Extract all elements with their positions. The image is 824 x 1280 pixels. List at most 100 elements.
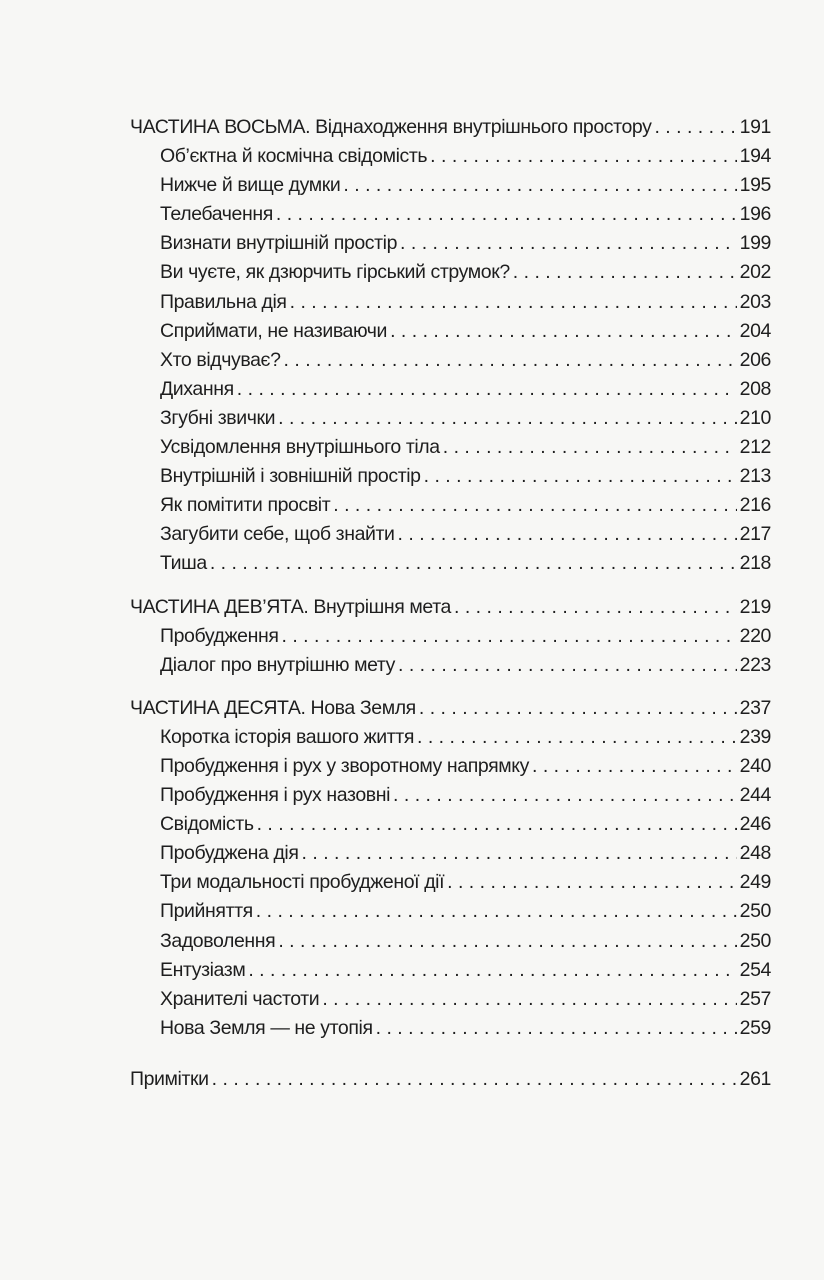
dot-leader [447, 871, 737, 894]
dot-leader [276, 203, 737, 226]
toc-entry[interactable]: Свідомість 246 [130, 813, 771, 842]
page-number: 248 [739, 842, 772, 865]
toc-entry[interactable]: Прийняття 250 [130, 900, 771, 929]
entry-title: Прийняття [160, 900, 253, 923]
toc-entry[interactable]: Задоволення 250 [130, 930, 771, 959]
toc-entry[interactable]: Пробудження і рух назовні 244 [130, 784, 771, 813]
dot-leader [278, 930, 736, 953]
entry-title: Загубити себе, щоб знайти [160, 523, 395, 546]
page-number: 208 [739, 377, 772, 400]
toc-entry[interactable]: Тиша 218 [130, 552, 771, 581]
dot-leader [290, 291, 737, 314]
page-number: 223 [739, 653, 772, 676]
entry-title: Як помітити просвіт [160, 494, 331, 517]
entry-title: Згубні звички [160, 406, 276, 429]
toc-entry[interactable]: Хто відчуває? 206 [130, 349, 771, 378]
dot-leader [400, 232, 737, 255]
entry-title: Сприймати, не називаючи [160, 319, 388, 342]
page-number: 218 [739, 552, 772, 575]
dot-leader [454, 596, 737, 619]
page-number: 202 [739, 261, 772, 284]
page-number: 191 [739, 116, 772, 138]
toc-entry[interactable]: Пробудження 220 [130, 625, 771, 654]
page-number: 212 [739, 436, 772, 459]
dot-leader [443, 436, 737, 459]
toc-entry[interactable]: Сприймати, не називаючи 204 [130, 320, 771, 349]
toc-entry[interactable]: Пробудження і рух у зворотному напрямку 2… [130, 755, 771, 784]
entry-title: Нижче й вище думки [160, 174, 341, 197]
part-label: ЧАСТИНА ДЕВ’ЯТА. [130, 595, 309, 618]
dot-leader [398, 523, 737, 546]
page-number: 259 [739, 1016, 772, 1039]
page-number: 261 [739, 1067, 772, 1090]
page-number: 250 [739, 929, 772, 952]
dot-leader [248, 959, 736, 982]
entry-title: Пробудження і рух у зворотному напрямку [160, 754, 529, 777]
toc-entry[interactable]: Ви чуєте, як дзюрчить гірський струмок? 2… [130, 261, 771, 290]
toc-entry[interactable]: Об’єктна й космічна свідомість 194 [130, 145, 771, 174]
dot-leader [390, 320, 737, 343]
part-heading[interactable]: ЧАСТИНА ВОСЬМА. Віднаходження внутрішньо… [130, 116, 771, 145]
notes-entry[interactable]: Примітки 261 [130, 1068, 771, 1097]
dot-leader [237, 378, 737, 401]
dot-leader [333, 494, 736, 517]
entry-title: ЧАСТИНА ВОСЬМА. Віднаходження внутрішньо… [130, 116, 652, 139]
toc-entry[interactable]: Внутрішній і зовнішній простір 213 [130, 465, 771, 494]
page-number: 217 [739, 523, 772, 546]
part-label: ЧАСТИНА ВОСЬМА. [130, 116, 311, 138]
entry-title: Задоволення [160, 929, 276, 952]
page-number: 204 [739, 319, 772, 342]
toc-entry[interactable]: Хранителі частоти 257 [130, 988, 771, 1017]
dot-leader [513, 261, 737, 284]
dot-leader [376, 1017, 737, 1040]
entry-title: Коротка історія вашого життя [160, 725, 414, 748]
entry-title: Свідомість [160, 813, 254, 836]
entry-title: Внутрішній і зовнішній простір [160, 465, 421, 488]
entry-title: Правильна дія [160, 290, 287, 313]
page-number: 246 [739, 813, 772, 836]
toc-entry[interactable]: Дихання 208 [130, 378, 771, 407]
part-label: ЧАСТИНА ДЕСЯТА. [130, 696, 306, 719]
page-number: 254 [739, 958, 772, 981]
page-number: 213 [739, 465, 772, 488]
toc-entry[interactable]: Визнати внутрішній простір 199 [130, 232, 771, 261]
page-number: 210 [739, 406, 772, 429]
page-number: 196 [739, 203, 772, 226]
toc-entry[interactable]: Коротка історія вашого життя 239 [130, 726, 771, 755]
toc-entry[interactable]: Діалог про внутрішню мету 223 [130, 654, 771, 683]
part-heading[interactable]: ЧАСТИНА ДЕСЯТА. Нова Земля 237 [130, 697, 771, 726]
dot-leader [257, 813, 737, 836]
page-number: 219 [739, 595, 772, 618]
part-title: Внутрішня мета [313, 595, 451, 618]
dot-leader [343, 174, 736, 197]
spacer [130, 1046, 771, 1068]
dot-leader [212, 1068, 737, 1091]
toc-entry[interactable]: Три модальності пробудженої дії 249 [130, 871, 771, 900]
toc-entry[interactable]: Нижче й вище думки 195 [130, 174, 771, 203]
part-heading[interactable]: ЧАСТИНА ДЕВ’ЯТА. Внутрішня мета 219 [130, 596, 771, 625]
toc-entry[interactable]: Нова Земля — не утопія 259 [130, 1017, 771, 1046]
page-number: 216 [739, 494, 772, 517]
entry-title: Нова Земля — не утопія [160, 1016, 373, 1039]
dot-leader [282, 625, 737, 648]
page-number: 199 [739, 232, 772, 255]
dot-leader [256, 900, 737, 923]
dot-leader [430, 145, 736, 168]
page-number: 195 [739, 174, 772, 197]
toc-entry[interactable]: Усвідомлення внутрішнього тіла 212 [130, 436, 771, 465]
toc-entry[interactable]: Як помітити просвіт 216 [130, 494, 771, 523]
dot-leader [532, 755, 737, 778]
toc-entry[interactable]: Телебачення 196 [130, 203, 771, 232]
toc-entry[interactable]: Пробуджена дія 248 [130, 842, 771, 871]
page-number: 239 [739, 725, 772, 748]
toc-entry[interactable]: Правильна дія 203 [130, 291, 771, 320]
entry-title: Примітки [130, 1067, 209, 1090]
table-of-contents: ЧАСТИНА ВОСЬМА. Віднаходження внутрішньо… [130, 116, 771, 1097]
page-number: 257 [739, 987, 772, 1010]
toc-entry[interactable]: Ентузіазм 254 [130, 959, 771, 988]
dot-leader [278, 407, 737, 430]
part-title: Нова Земля [310, 696, 417, 719]
toc-entry[interactable]: Загубити себе, щоб знайти 217 [130, 523, 771, 552]
part-title: Віднаходження внутрішнього простору [315, 116, 652, 138]
toc-entry[interactable]: Згубні звички 210 [130, 407, 771, 436]
